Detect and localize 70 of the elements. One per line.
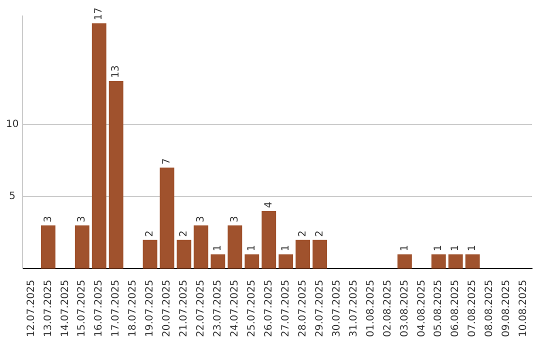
bar	[431, 254, 446, 269]
bar	[176, 240, 192, 269]
x-tick-label: 09.08.2025	[501, 280, 512, 338]
x-tick-label: 04.08.2025	[416, 280, 428, 338]
bar	[142, 240, 158, 269]
x-tick-label: 06.08.2025	[450, 280, 462, 338]
bar	[296, 240, 310, 269]
bar	[108, 80, 124, 269]
data-label: 2	[144, 230, 156, 237]
x-tick-label: 16.07.2025	[94, 280, 105, 338]
data-label: 1	[212, 244, 224, 252]
x-tick-label: 19.07.2025	[144, 280, 156, 338]
data-label: 1	[246, 244, 258, 252]
bar	[194, 225, 208, 269]
bar	[448, 254, 463, 269]
x-tick-label: 28.07.2025	[297, 280, 308, 338]
bar	[397, 254, 412, 269]
data-label: 1	[450, 244, 462, 252]
x-tick-label: 25.07.2025	[246, 280, 258, 338]
x-tick-label: 01.08.2025	[365, 280, 376, 338]
x-tick-label: 05.08.2025	[433, 280, 444, 338]
bar	[244, 254, 260, 269]
bar	[210, 254, 226, 269]
data-label: 4	[263, 202, 274, 208]
data-label: 13	[110, 65, 122, 78]
bar	[278, 254, 294, 269]
x-tick-label: 30.07.2025	[331, 280, 342, 338]
x-tick-label: 31.07.2025	[348, 280, 360, 338]
data-label: 3	[42, 216, 54, 222]
data-label: 17	[94, 7, 105, 20]
data-label: 1	[280, 244, 292, 252]
bar	[228, 225, 242, 269]
x-tick-label: 29.07.2025	[314, 280, 326, 338]
data-label: 3	[76, 216, 88, 222]
data-label: 2	[178, 230, 190, 237]
x-tick-label: 15.07.2025	[76, 280, 88, 338]
x-tick-label: 17.07.2025	[110, 280, 122, 338]
data-label: 3	[230, 216, 241, 222]
x-tick-label: 08.08.2025	[484, 280, 496, 338]
data-label: 3	[196, 216, 207, 222]
x-tick-label: 03.08.2025	[399, 280, 410, 338]
data-label: 1	[433, 244, 444, 252]
x-tick-label: 26.07.2025	[263, 280, 274, 338]
x-tick-label: 14.07.2025	[60, 280, 71, 338]
x-tick-label: 21.07.2025	[178, 280, 190, 338]
x-tick-label: 27.07.2025	[280, 280, 292, 338]
x-tick-label: 18.07.2025	[128, 280, 139, 338]
y-tick-label: 5	[9, 191, 16, 202]
data-label: 7	[162, 158, 173, 165]
bar	[465, 254, 480, 269]
data-label: 2	[297, 230, 308, 237]
x-tick-label: 02.08.2025	[382, 280, 394, 338]
x-tick-label: 13.07.2025	[42, 280, 54, 338]
bar	[92, 23, 106, 269]
data-label: 2	[314, 230, 326, 237]
x-tick-label: 22.07.2025	[196, 280, 207, 338]
x-tick-label: 23.07.2025	[212, 280, 224, 338]
bar	[74, 225, 90, 269]
data-label: 1	[399, 244, 410, 252]
data-label: 1	[467, 244, 478, 252]
bar	[262, 210, 276, 269]
bar	[312, 240, 328, 269]
x-tick-label: 24.07.2025	[230, 280, 241, 338]
y-tick-label: 10	[6, 118, 19, 130]
x-tick-label: 10.08.2025	[518, 280, 530, 338]
bar	[160, 168, 174, 269]
x-tick-label: 12.07.2025	[26, 280, 37, 338]
x-tick-label: 07.08.2025	[467, 280, 478, 338]
bar	[40, 225, 56, 269]
x-tick-label: 20.07.2025	[162, 280, 173, 338]
